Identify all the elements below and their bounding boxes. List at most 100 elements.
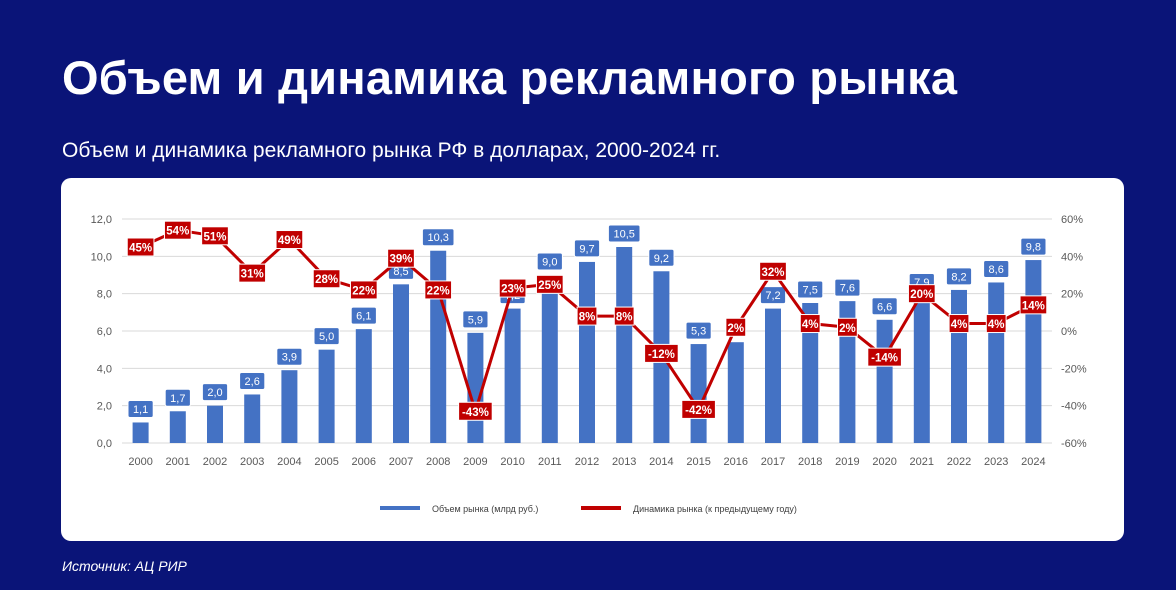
bar-label-box xyxy=(164,388,191,407)
legend-line-label: Динамика рынка (к предыдущему году) xyxy=(633,504,797,514)
x-tick-label: 2014 xyxy=(649,456,673,468)
line-value-label: 22% xyxy=(427,285,450,297)
line-value-label: 14% xyxy=(1022,300,1045,312)
y-right-tick-label: -40% xyxy=(1061,401,1087,413)
bar-value-label: 8,5 xyxy=(393,266,408,278)
line-value-label: 4% xyxy=(802,319,819,331)
line-label-box xyxy=(907,284,936,304)
line-label-box xyxy=(725,317,747,337)
line-value-label: -42% xyxy=(685,405,712,417)
line-value-label: 2% xyxy=(727,323,744,335)
bar-value-label: 6,1 xyxy=(356,311,371,323)
bar-label-box xyxy=(313,327,340,346)
y-right-tick-label: 20% xyxy=(1061,289,1083,301)
source-note: Источник: АЦ РИР xyxy=(62,558,187,574)
line-label-box xyxy=(948,314,970,334)
bar xyxy=(393,284,409,443)
combo-chart: 0,0 -60% 2,0 -40% 4,0 -20% 6,0 0% 8,0 20% 10,0 40% 1… xyxy=(91,214,1087,514)
chart-subtitle: Объем и динамика рекламного рынка РФ в д… xyxy=(62,139,721,162)
bar-label-box xyxy=(834,278,861,297)
line-label-box xyxy=(535,274,564,294)
x-tick-label: 2001 xyxy=(166,456,190,468)
y-left-tick-label: 4,0 xyxy=(97,363,112,375)
line-value-label: 54% xyxy=(166,226,189,238)
x-tick-label: 2011 xyxy=(538,456,562,468)
line-label-box xyxy=(644,343,679,363)
line-value-label: 20% xyxy=(910,289,933,301)
bar-label-box xyxy=(945,267,973,286)
line-value-label: 31% xyxy=(241,269,264,281)
line-label-box xyxy=(1019,295,1048,315)
line-value-label: 23% xyxy=(501,284,524,296)
bar-label-box xyxy=(607,224,641,243)
bar-value-label: 9,8 xyxy=(1026,242,1041,254)
line-label-box xyxy=(126,237,155,257)
y-left-tick-label: 10,0 xyxy=(91,251,112,263)
bar xyxy=(430,250,447,443)
bar-value-label: 6,6 xyxy=(877,301,892,313)
bar-value-label: 7,5 xyxy=(803,285,818,297)
line-value-label: 8% xyxy=(579,312,596,324)
line-value-label: 45% xyxy=(129,243,152,255)
bar-value-label: 1,7 xyxy=(170,393,185,405)
x-tick-label: 2012 xyxy=(575,456,599,468)
bar xyxy=(207,405,223,443)
bar-label-box xyxy=(276,347,303,366)
y-right-tick-label: 60% xyxy=(1061,214,1083,226)
line-value-label: 22% xyxy=(352,285,375,297)
bar xyxy=(988,282,1005,443)
line-label-box xyxy=(498,278,527,298)
x-tick-label: 2003 xyxy=(240,456,264,468)
y-left-tick-label: 0,0 xyxy=(97,438,112,450)
y-left-tick-label: 12,0 xyxy=(91,214,112,226)
x-tick-label: 2017 xyxy=(761,456,785,468)
line-label-box xyxy=(458,401,493,421)
bar-label-box xyxy=(127,399,154,418)
bar-label-box xyxy=(239,371,266,390)
x-tick-label: 2024 xyxy=(1021,456,1045,468)
line-label-box xyxy=(576,306,598,326)
x-tick-label: 2020 xyxy=(872,456,896,468)
x-tick-label: 2023 xyxy=(984,456,1008,468)
bar-value-label: 10,3 xyxy=(427,232,448,244)
bar xyxy=(727,342,744,443)
bar xyxy=(281,370,298,443)
line-label-box xyxy=(349,280,378,300)
line-value-label: 8% xyxy=(616,312,633,324)
bar xyxy=(616,247,633,443)
bar xyxy=(132,422,149,443)
line-value-label: 4% xyxy=(951,319,968,331)
x-tick-label: 2000 xyxy=(128,456,152,468)
y-left-tick-label: 8,0 xyxy=(97,289,112,301)
bar-value-label: 7,6 xyxy=(840,283,855,295)
bar-value-label: 9,2 xyxy=(654,253,669,265)
line-value-label: 28% xyxy=(315,274,338,286)
bar xyxy=(951,289,967,443)
bar xyxy=(318,349,335,443)
line-value-label: -14% xyxy=(871,353,898,365)
bar xyxy=(765,308,781,443)
x-tick-label: 2007 xyxy=(389,456,413,468)
y-right-tick-label: 0% xyxy=(1061,326,1077,338)
line-label-box xyxy=(238,263,267,283)
bar-value-label: 1,1 xyxy=(133,404,148,416)
page-title: Объем и динамика рекламного рынка xyxy=(62,51,958,104)
line-value-label: 51% xyxy=(203,231,226,243)
line-value-label: -12% xyxy=(648,349,675,361)
x-tick-label: 2021 xyxy=(910,456,934,468)
bar-value-label: 2,0 xyxy=(207,387,222,399)
line-label-box xyxy=(837,317,858,337)
bar-label-box xyxy=(648,248,675,267)
y-right-tick-label: 40% xyxy=(1061,251,1083,263)
x-tick-label: 2019 xyxy=(835,456,859,468)
x-tick-label: 2010 xyxy=(500,456,524,468)
bar-label-box xyxy=(871,297,898,316)
y-left-tick-label: 2,0 xyxy=(97,401,112,413)
bar-label-box xyxy=(759,286,787,305)
bar-label-box xyxy=(573,239,601,258)
bar xyxy=(541,275,558,443)
y-right-tick-label: -20% xyxy=(1061,363,1087,375)
bar xyxy=(355,329,372,443)
x-tick-label: 2006 xyxy=(352,456,376,468)
y-right-tick-label: -60% xyxy=(1061,438,1087,450)
